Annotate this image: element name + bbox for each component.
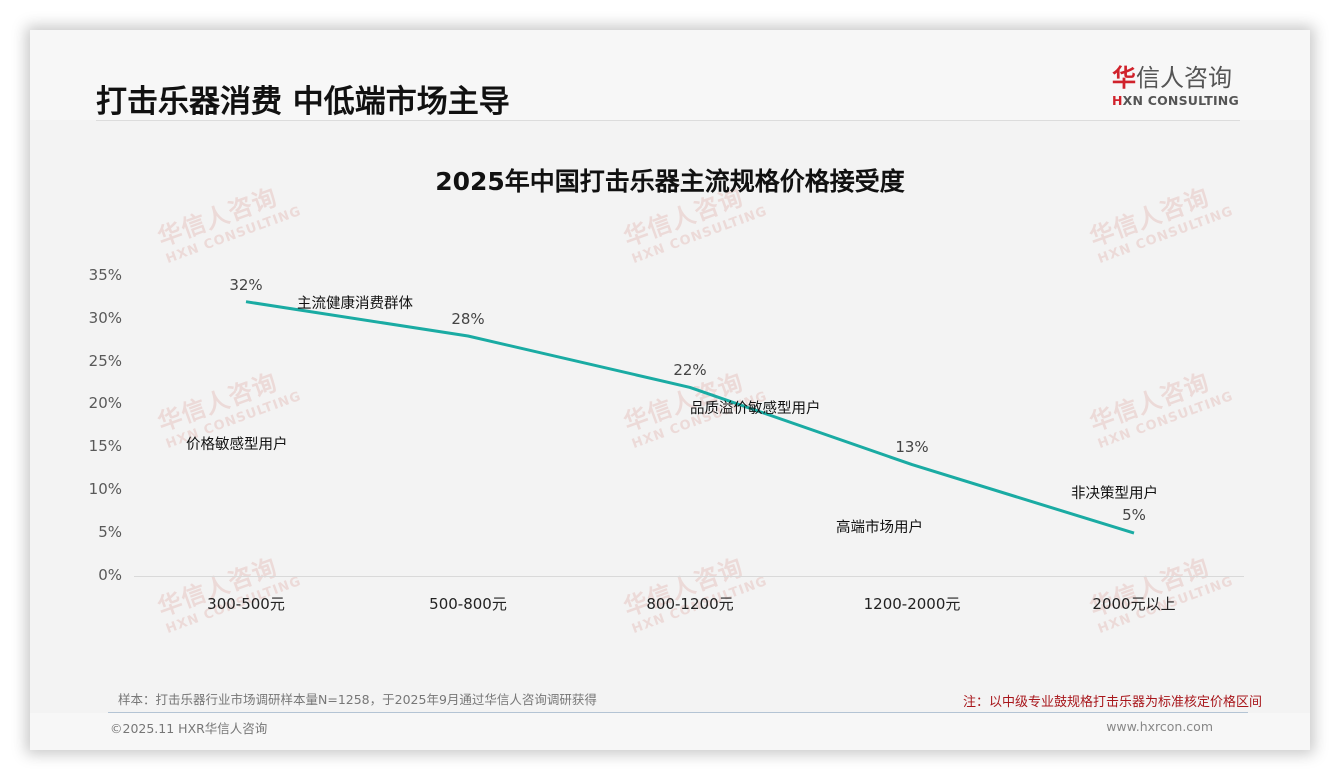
annotation-quality-premium: 品质溢价敏感型用户 — [690, 401, 821, 417]
data-label: 22% — [673, 361, 707, 379]
logo-chinese: 华信人咨询 — [1112, 64, 1242, 92]
x-tick: 300-500元 — [207, 595, 285, 613]
data-label: 13% — [895, 438, 929, 456]
y-tick: 25% — [88, 352, 122, 370]
website-link[interactable]: www.hxrcon.com — [1106, 719, 1213, 734]
logo-en-text: XN CONSULTING — [1122, 93, 1239, 108]
copyright-text: ©2025.11 HXR华信人咨询 — [110, 721, 268, 736]
x-axis-line — [134, 576, 1244, 577]
logo-cn-text: 信人咨询 — [1136, 64, 1232, 92]
y-tick: 5% — [98, 523, 122, 541]
y-tick: 0% — [98, 566, 122, 584]
data-label: 5% — [1122, 506, 1146, 524]
x-tick: 2000元以上 — [1092, 595, 1176, 613]
sample-note: 样本：打击乐器行业市场调研样本量N=1258，于2025年9月通过华信人咨询调研… — [118, 692, 597, 707]
footer-band — [30, 713, 1310, 750]
series-line — [245, 300, 1135, 535]
header-divider — [96, 120, 1240, 121]
data-label: 28% — [451, 310, 485, 328]
logo-accent-char: 华 — [1112, 64, 1136, 92]
brand-logo: 华信人咨询 HXN CONSULTING — [1112, 64, 1242, 108]
methodology-note: 注：以中级专业鼓规格打击乐器为标准核定价格区间 — [962, 695, 1262, 710]
slide: 打击乐器消费 中低端市场主导 华信人咨询 HXN CONSULTING 华信人咨… — [30, 30, 1310, 750]
data-label: 32% — [229, 276, 263, 294]
annotation-mainstream: 主流健康消费群体 — [297, 296, 413, 312]
footer-divider — [108, 712, 1248, 713]
x-tick: 1200-2000元 — [863, 595, 961, 613]
y-tick: 15% — [88, 437, 122, 455]
y-tick: 35% — [88, 266, 122, 284]
annotation-non-decision: 非决策型用户 — [1071, 486, 1158, 502]
logo-english: HXN CONSULTING — [1112, 93, 1242, 108]
y-tick: 30% — [88, 309, 122, 327]
y-tick: 10% — [88, 480, 122, 498]
chart-title: 2025年中国打击乐器主流规格价格接受度 — [435, 167, 905, 196]
x-tick: 500-800元 — [429, 595, 507, 613]
header-band — [30, 30, 1310, 120]
line-plot — [245, 300, 1135, 535]
page-title: 打击乐器消费 中低端市场主导 — [96, 84, 510, 120]
y-tick: 20% — [88, 394, 122, 412]
x-tick: 800-1200元 — [646, 595, 734, 613]
annotation-high-end: 高端市场用户 — [836, 520, 923, 536]
logo-en-accent: H — [1112, 93, 1123, 108]
annotation-price-sensitive: 价格敏感型用户 — [186, 437, 288, 453]
